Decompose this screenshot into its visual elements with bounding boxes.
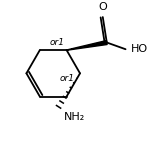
Text: O: O: [98, 2, 107, 12]
Text: NH₂: NH₂: [64, 112, 85, 122]
Text: or1: or1: [59, 74, 74, 83]
Polygon shape: [67, 41, 107, 50]
Text: HO: HO: [131, 44, 148, 54]
Text: or1: or1: [50, 38, 65, 47]
